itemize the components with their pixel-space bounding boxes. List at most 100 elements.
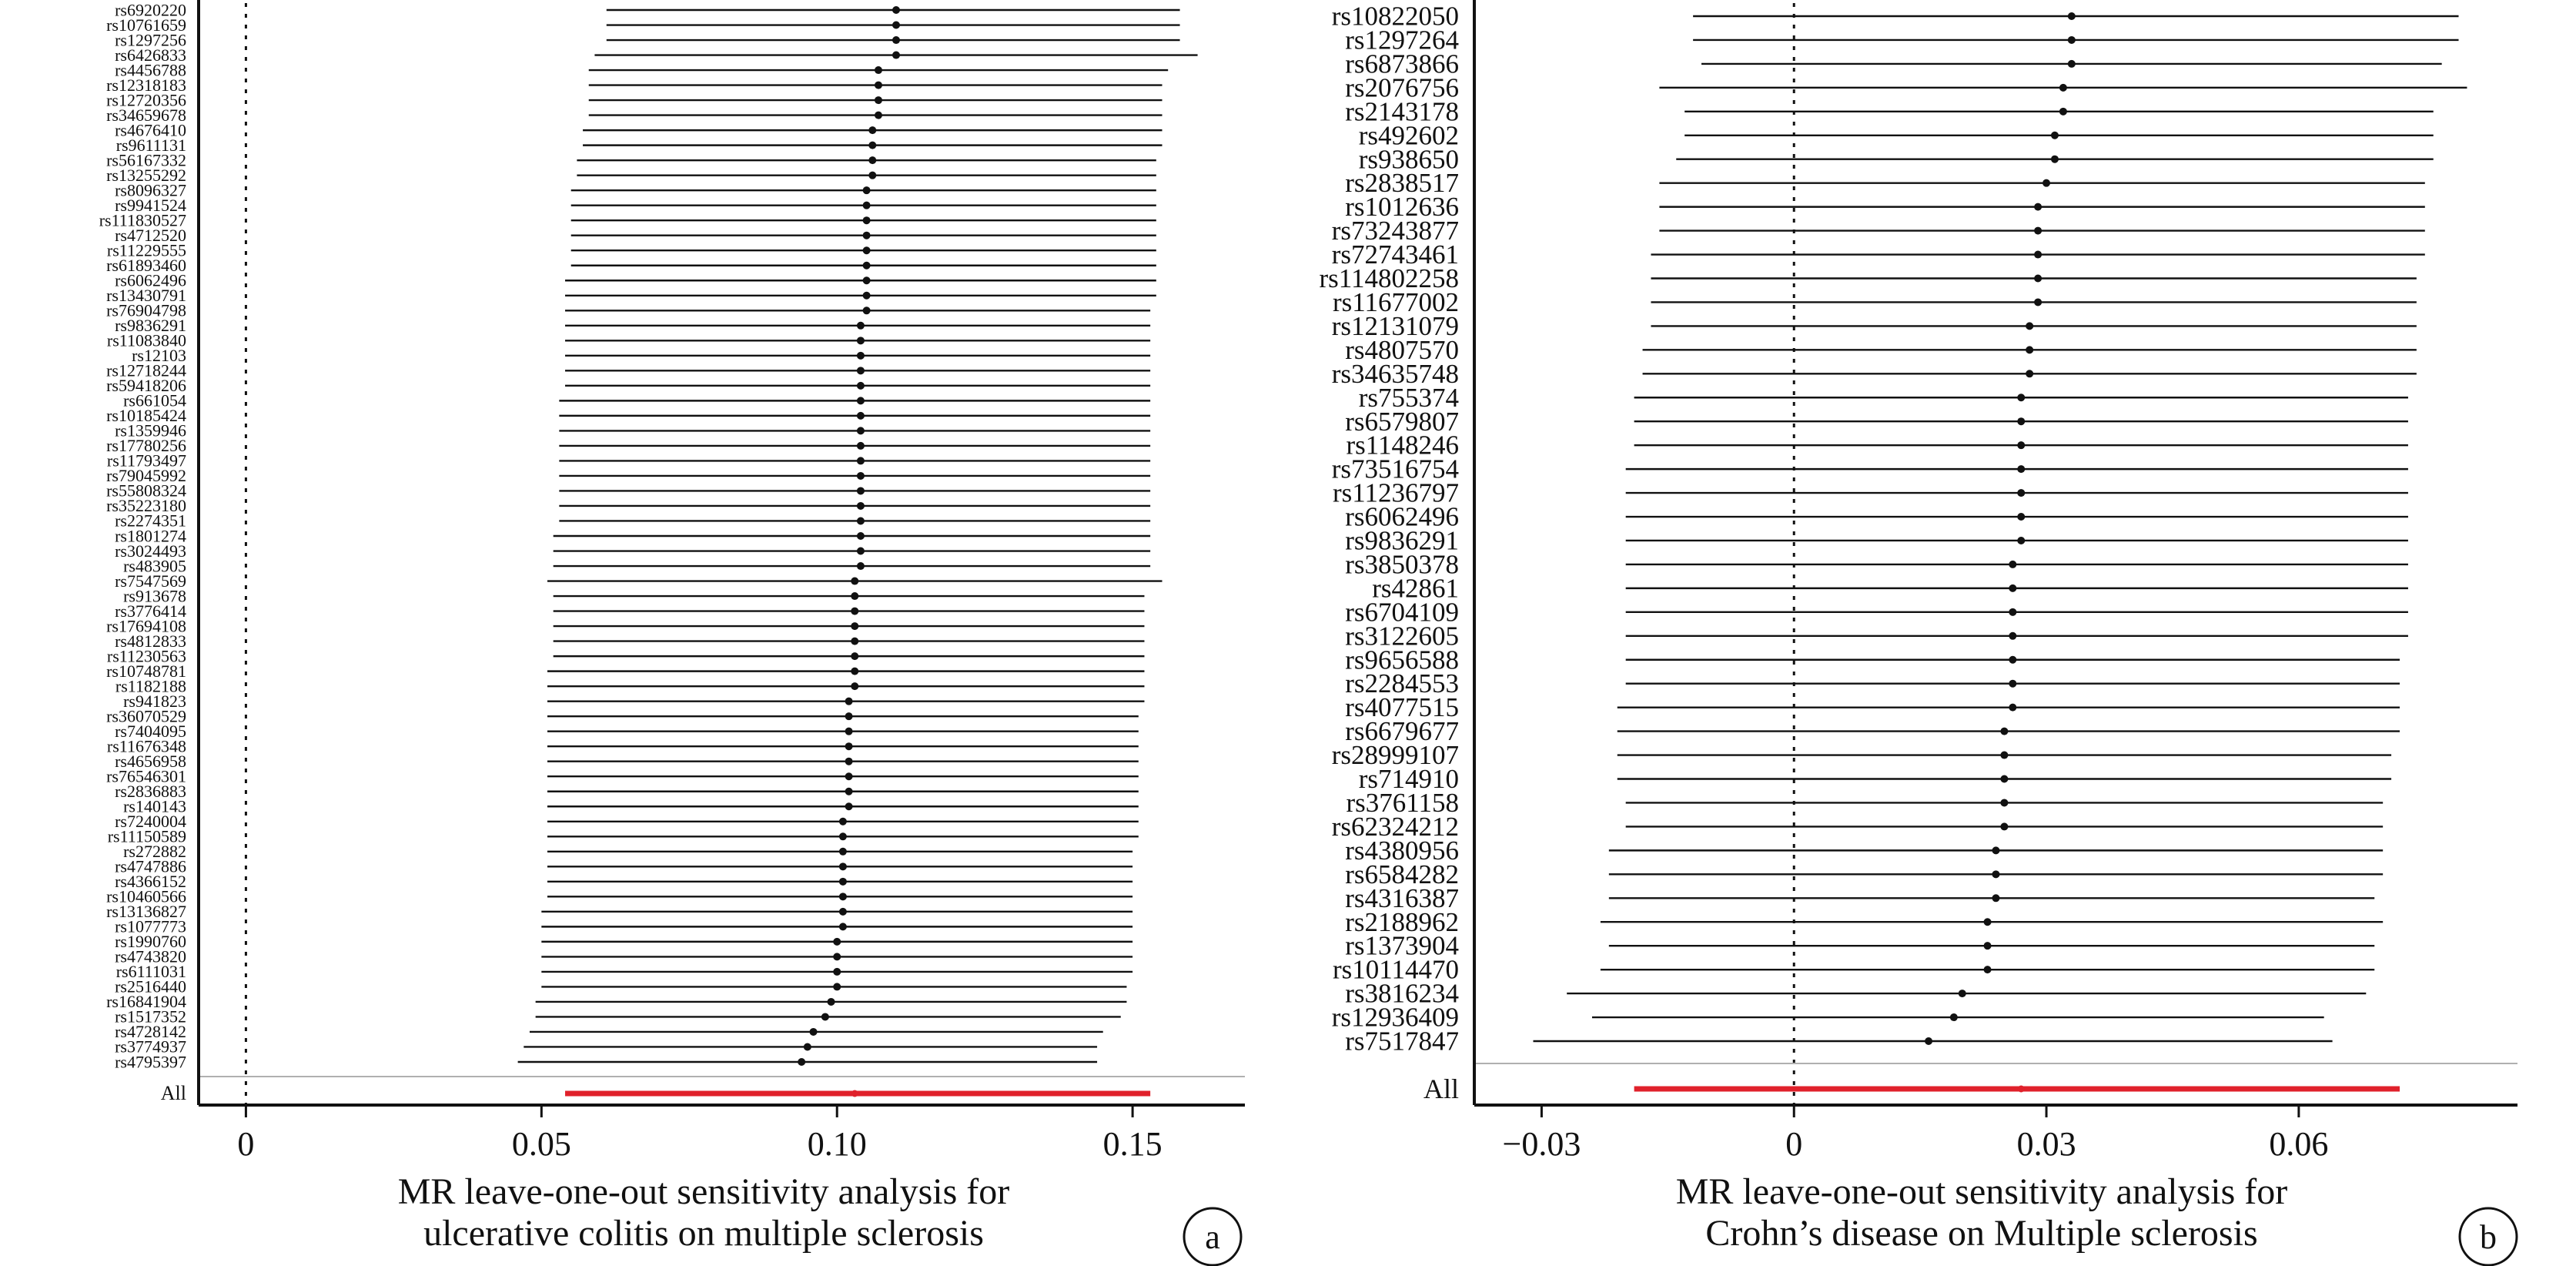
snp-label-rs938650: rs938650	[1359, 144, 1459, 174]
snp-label-rs34635748: rs34635748	[1332, 359, 1459, 389]
snp-label-rs2274351: rs2274351	[115, 511, 186, 531]
point-estimate-rs73516754	[2017, 465, 2026, 474]
point-estimate-rs1012636	[2034, 203, 2042, 211]
point-estimate-rs11677002	[2034, 298, 2042, 306]
point-estimate-rs42861	[2009, 584, 2017, 592]
snp-label-rs4656958: rs4656958	[115, 752, 186, 771]
panel-b-forest-plot: rs10822050rs1297264rs6873866rs2076756rs2…	[1320, 0, 2518, 1266]
snp-label-rs941823: rs941823	[123, 692, 186, 711]
point-estimate-rs72743461	[2034, 250, 2042, 259]
snp-label-rs16841904: rs16841904	[106, 992, 186, 1011]
snp-label-rs2516440: rs2516440	[115, 977, 186, 996]
snp-label-rs6062496: rs6062496	[1345, 502, 1459, 532]
snp-label-rs3774937: rs3774937	[115, 1037, 186, 1057]
point-estimate-rs11230563	[851, 652, 859, 661]
snp-label-rs4676410: rs4676410	[115, 120, 186, 139]
snp-label-rs6584282: rs6584282	[1345, 859, 1459, 889]
panel-b-all-label: All	[1423, 1073, 1459, 1104]
point-estimate-rs9656588	[2009, 655, 2017, 664]
point-estimate-rs11229555	[862, 246, 871, 255]
point-estimate-rs6584282	[1992, 870, 2000, 879]
point-estimate-rs4712520	[862, 231, 871, 239]
snp-label-rs1077773: rs1077773	[115, 917, 186, 936]
snp-label-rs2143178: rs2143178	[1345, 96, 1459, 126]
snp-label-rs6920220: rs6920220	[115, 0, 186, 19]
panel-a-x-ticks: 0 0.05 0.10 0.15	[237, 1105, 1163, 1163]
point-estimate-rs10822050	[2067, 12, 2076, 20]
point-estimate-rs16841904	[827, 997, 835, 1006]
snp-label-rs3816234: rs3816234	[1345, 979, 1459, 1009]
point-estimate-rs11676348	[845, 742, 853, 751]
snp-label-rs4728142: rs4728142	[115, 1022, 186, 1041]
point-estimate-rs941823	[845, 697, 853, 705]
point-estimate-rs1077773	[838, 923, 847, 931]
snp-label-rs73243877: rs73243877	[1332, 216, 1459, 246]
panel-a-all-label: All	[161, 1082, 186, 1104]
point-estimate-rs4747886	[838, 862, 847, 871]
point-estimate-rs11793497	[856, 457, 865, 465]
snp-label-rs4456788: rs4456788	[115, 60, 186, 79]
point-estimate-rs35223180	[856, 501, 865, 510]
snp-label-rs714910: rs714910	[1359, 764, 1459, 794]
point-estimate-rs17694108	[851, 622, 859, 631]
snp-label-rs72743461: rs72743461	[1332, 239, 1459, 270]
point-estimate-rs3816234	[1958, 990, 1966, 998]
panel-b-all-point	[2017, 1085, 2025, 1093]
snp-label-rs1517352: rs1517352	[115, 1007, 186, 1027]
point-estimate-rs114802258	[2034, 274, 2042, 283]
snp-label-rs2076756: rs2076756	[1345, 72, 1459, 102]
snp-label-rs1012636: rs1012636	[1345, 192, 1459, 222]
point-estimate-rs3776414	[851, 607, 859, 615]
snp-label-rs12718244: rs12718244	[106, 361, 186, 380]
point-estimate-rs59418206	[856, 381, 865, 390]
point-estimate-rs2838517	[2042, 179, 2051, 187]
point-estimate-rs11150589	[838, 832, 847, 841]
point-estimate-rs1373904	[1983, 942, 1992, 950]
snp-label-rs6704109: rs6704109	[1345, 597, 1459, 627]
point-estimate-rs34635748	[2026, 370, 2034, 378]
panel-b-x-tick-label: −0.03	[1503, 1125, 1581, 1163]
point-estimate-rs7404095	[845, 727, 853, 735]
point-estimate-rs3122605	[2009, 631, 2017, 640]
point-estimate-rs56167332	[868, 156, 877, 165]
snp-label-rs2836883: rs2836883	[115, 782, 186, 801]
point-estimate-rs1182188	[851, 682, 859, 691]
panel-a-label-circle	[1183, 1207, 1243, 1266]
panel-a-xlabel-line-1: MR leave-one-out sensitivity analysis fo…	[398, 1171, 1010, 1212]
point-estimate-rs3024493	[856, 547, 865, 555]
snp-label-rs9836291: rs9836291	[115, 316, 186, 335]
snp-label-rs4812833: rs4812833	[115, 631, 186, 651]
point-estimate-rs4366152	[838, 877, 847, 886]
point-estimate-rs1801274	[856, 532, 865, 540]
point-estimate-rs12718244	[856, 367, 865, 375]
snp-label-rs12936409: rs12936409	[1332, 1003, 1459, 1033]
panel-b-snp-rows: rs10822050rs1297264rs6873866rs2076756rs2…	[1320, 2, 2467, 1057]
point-estimate-rs6579807	[2017, 417, 2026, 426]
point-estimate-rs2076756	[2059, 83, 2067, 92]
point-estimate-rs2143178	[2059, 107, 2067, 116]
point-estimate-rs6873866	[2067, 59, 2076, 68]
point-estimate-rs13255292	[868, 171, 877, 179]
snp-label-rs4366152: rs4366152	[115, 872, 186, 891]
snp-label-rs272882: rs272882	[123, 842, 186, 861]
snp-label-rs55808324: rs55808324	[106, 481, 186, 501]
point-estimate-rs34659678	[874, 111, 882, 119]
point-estimate-rs938650	[2050, 155, 2059, 163]
snp-label-rs6679677: rs6679677	[1345, 716, 1459, 746]
snp-label-rs3024493: rs3024493	[115, 541, 186, 561]
point-estimate-rs4807570	[2026, 346, 2034, 354]
snp-label-rs12318183: rs12318183	[106, 75, 186, 95]
snp-label-rs10185424: rs10185424	[106, 406, 186, 425]
snp-label-rs34659678: rs34659678	[106, 106, 186, 125]
snp-label-rs11677002: rs11677002	[1333, 287, 1459, 317]
point-estimate-rs61893460	[862, 261, 871, 270]
point-estimate-rs4795397	[798, 1058, 806, 1066]
snp-label-rs1182188: rs1182188	[115, 676, 186, 695]
snp-label-rs1801274: rs1801274	[115, 526, 186, 545]
point-estimate-rs3774937	[803, 1043, 811, 1051]
snp-label-rs4380956: rs4380956	[1345, 836, 1459, 866]
panel-a-axes	[197, 0, 1245, 1107]
point-estimate-rs7517847	[1925, 1037, 1933, 1045]
snp-label-rs11150589: rs11150589	[108, 827, 186, 846]
point-estimate-rs6062496	[862, 276, 871, 285]
